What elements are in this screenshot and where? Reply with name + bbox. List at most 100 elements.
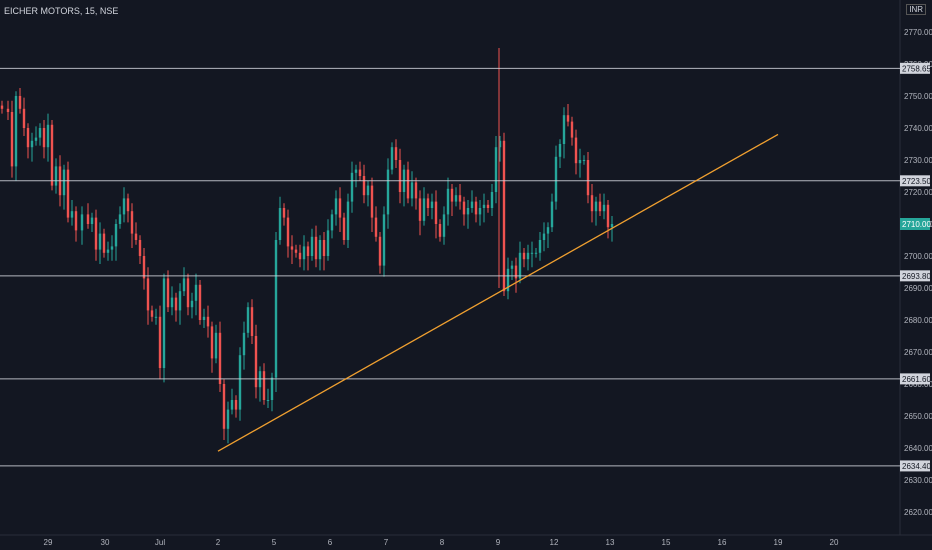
candle-body [426,198,430,208]
candle-body [526,252,530,260]
candle-body [538,240,542,253]
candle-body [462,201,466,215]
candle-body [362,176,366,196]
candle-body [178,291,182,311]
candle-body [542,233,546,240]
candle-body [74,211,78,231]
x-tick-label: 29 [44,538,53,547]
candle-body [510,265,514,269]
candle-body [166,278,170,308]
candle-body [126,198,130,212]
candle-body [530,252,534,254]
x-tick-label: 5 [272,538,277,547]
candle-body [0,105,4,109]
candle-body [590,195,594,212]
candle-body [174,297,178,311]
candle-body [598,201,602,212]
candle-body [582,160,586,161]
candle-body [246,307,250,333]
x-tick-label: 6 [328,538,333,547]
candle-body [150,310,154,317]
candle-body [118,214,122,224]
candle-body [546,227,550,234]
candle-body [146,278,150,311]
candle-body [22,108,26,128]
candle-body [274,240,278,378]
candle-body [358,169,362,176]
candle-body [410,182,414,199]
y-tick-label: 2690.00 [904,284,932,293]
candle-body [602,204,606,212]
currency-badge[interactable]: INR [906,4,926,15]
y-tick-label: 2770.00 [904,28,932,37]
level-price-badge [900,270,930,282]
candle-body [30,140,34,148]
candle-body [142,256,146,279]
x-tick-label: 16 [718,538,727,547]
candle-body [198,284,202,320]
candle-body [314,236,318,260]
candle-body [106,249,110,253]
candle-body [90,217,94,224]
candle-body [318,240,322,260]
candle-body [518,252,522,279]
candle-body [334,198,338,215]
candle-body [242,332,246,356]
candle-body [210,326,214,359]
level-price-label: 2661.60 [902,375,931,384]
candle-body [86,214,90,224]
candle-body [450,188,454,202]
candle-body [134,233,138,240]
candle-body [254,336,258,388]
candle-body [494,147,498,192]
y-tick-label: 2620.00 [904,508,932,517]
x-tick-label: 9 [496,538,501,547]
candle-body [330,214,334,231]
candle-body [238,355,242,410]
candle-body [122,198,126,215]
candle-body [282,208,286,218]
candle-body [38,128,42,138]
y-tick-label: 2750.00 [904,92,932,101]
candle-body [322,240,326,256]
candle-body [422,198,426,221]
y-tick-label: 2650.00 [904,412,932,421]
candle-body [102,233,106,253]
candle-body [154,316,158,318]
candle-body [342,217,346,240]
level-price-badge [900,175,930,187]
candle-body [14,96,18,167]
candle-body [386,169,390,215]
y-tick-label: 2730.00 [904,156,932,165]
candle-body [10,112,14,167]
candle-body [42,128,46,148]
candle-body [278,208,282,240]
candle-body [266,400,270,401]
x-tick-label: 7 [384,538,389,547]
candle-body [486,204,490,208]
candle-body [594,201,598,212]
candle-body [50,124,54,186]
chart-title: EICHER MOTORS, 15, NSE [4,6,119,16]
y-tick-label: 2720.00 [904,188,932,197]
candle-body [114,224,118,247]
candle-body [18,96,22,109]
candle-body [498,140,502,148]
candle-body [586,160,590,196]
candle-body [554,156,558,202]
candle-body [478,208,482,215]
candle-body [466,208,470,215]
candle-body [514,265,518,279]
candle-body [434,201,438,224]
candle-body [482,204,486,208]
candle-body [34,137,38,141]
x-tick-label: 19 [774,538,783,547]
candle-body [222,384,226,429]
candle-body [94,217,98,250]
candle-body [186,278,190,308]
candle-body [346,201,350,240]
candle-body [418,198,422,221]
candle-body [454,195,458,202]
candle-body [206,316,210,327]
